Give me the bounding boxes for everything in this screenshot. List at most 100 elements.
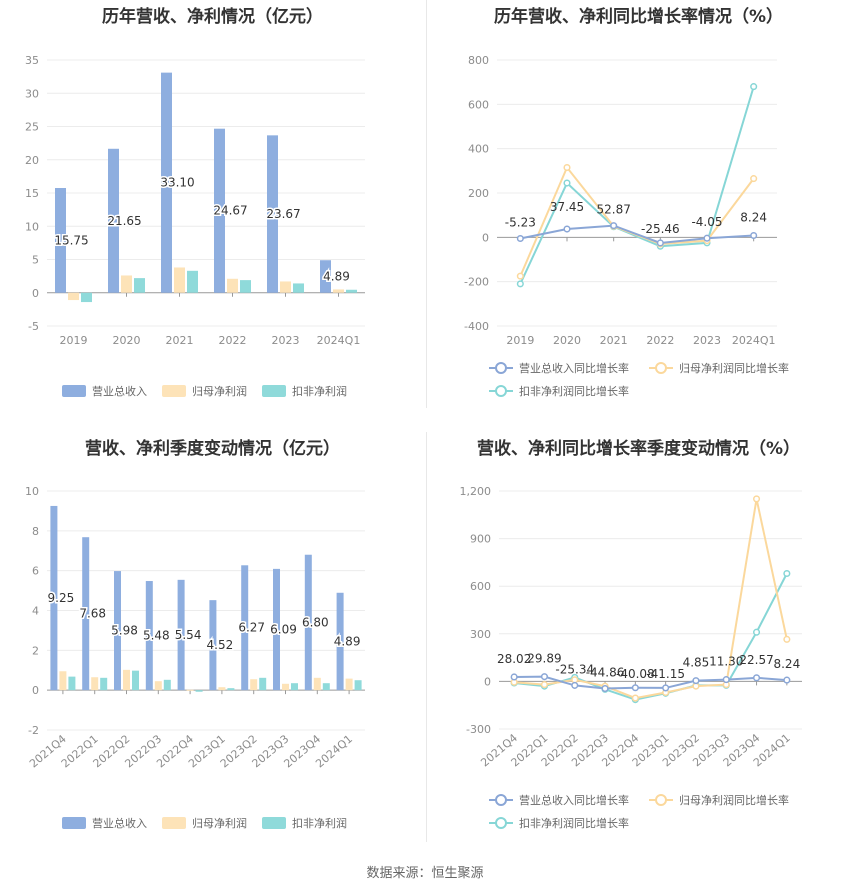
bar-revenue [145, 581, 153, 691]
legend-swatch [62, 385, 86, 397]
x-tick-label: 2020 [113, 334, 141, 347]
bar-revenue [108, 148, 119, 293]
x-tick-label: 2021 [600, 334, 628, 347]
legend-marker-swatch [495, 794, 507, 806]
data-point [516, 272, 524, 280]
data-label: 28.02 [497, 652, 531, 666]
bar-deducted-profit [134, 278, 145, 293]
y-tick-label: -5 [28, 320, 39, 333]
data-point [516, 234, 524, 243]
bar-deducted-profit [259, 677, 267, 691]
data-label: 21.65 [107, 214, 141, 228]
bar-net-profit [123, 669, 130, 691]
data-label: -25.46 [641, 222, 680, 236]
bar-revenue [55, 188, 66, 293]
data-label: -41.15 [646, 667, 685, 681]
data-point [610, 222, 618, 230]
data-point [722, 676, 730, 684]
bar-deducted-profit [354, 680, 362, 691]
data-label: 6.09 [270, 623, 297, 637]
quarter-line-panel: 营收、净利同比增长率季度变动情况（%） -300 0 300 600 900 1,200 2… [427, 432, 850, 852]
data-label: 8.24 [773, 657, 800, 671]
y-tick-label: 200 [468, 187, 489, 200]
legend-swatch [262, 385, 286, 397]
quarter-bar-panel: 营收、净利季度变动情况（亿元） -2 0 2 4 6 8 10 2021Q4 2022Q1 202… [0, 432, 425, 852]
data-point [750, 83, 758, 91]
data-label: 4.89 [323, 269, 350, 283]
data-label: -40.08 [616, 667, 655, 681]
data-point [753, 674, 761, 682]
x-tick-label: 2023 [272, 334, 300, 347]
y-tick-label: 20 [25, 154, 39, 167]
data-label: 29.89 [527, 652, 561, 666]
annual-bar-panel: 历年营收、净利情况（亿元） -5 0 5 10 15 20 25 30 35 2019 2020 20… [0, 0, 425, 410]
bar-net-profit [59, 671, 67, 691]
bar-deducted-profit [100, 677, 108, 691]
bar-net-profit [186, 689, 194, 691]
legend-label: 扣非净利润同比增长率 [519, 384, 629, 398]
legend-swatch [262, 817, 286, 829]
data-point [750, 231, 758, 240]
bar-deducted-profit [346, 289, 357, 293]
legend-marker-swatch [655, 794, 667, 806]
bar-revenue [214, 128, 225, 293]
legend-swatch [162, 817, 186, 829]
bar-deducted-profit [81, 292, 92, 303]
y-tick-label: 35 [25, 54, 39, 67]
legend-label: 归母净利润 [192, 384, 247, 398]
data-label: 11.30 [709, 655, 743, 669]
data-point [540, 681, 548, 689]
y-tick-label: -300 [466, 723, 491, 736]
bar-net-profit [282, 683, 289, 691]
bar-deducted-profit [227, 688, 235, 691]
y-tick-label: 25 [25, 121, 39, 134]
y-tick-label: 15 [25, 187, 39, 200]
legend-label: 扣非净利润 [292, 816, 347, 830]
data-label: -25.34 [555, 662, 594, 676]
bar-net-profit [154, 681, 162, 691]
x-tick-label: 2023 [693, 334, 721, 347]
annual-line-chart: -400 -200 0 200 400 600 800 2019 2020 2021 2022 202… [464, 54, 789, 398]
bar-net-profit [227, 278, 238, 293]
y-tick-label: 30 [25, 87, 39, 100]
bar-revenue [177, 579, 185, 691]
bar-revenue [161, 72, 172, 293]
bar-net-profit [333, 289, 344, 293]
y-tick-label: -200 [464, 276, 489, 289]
y-tick-label: 600 [470, 580, 491, 593]
y-tick-label: 800 [468, 54, 489, 67]
bar-net-profit [91, 677, 99, 691]
bar-net-profit [250, 679, 258, 691]
data-label: 9.25 [48, 591, 75, 605]
bar-revenue [82, 537, 90, 691]
bar-net-profit [280, 281, 291, 293]
data-label: 37.45 [550, 200, 584, 214]
data-label: 5.48 [143, 629, 170, 643]
data-label: 4.85 [683, 656, 710, 670]
bar-net-profit [313, 677, 321, 691]
bar-net-profit [68, 292, 79, 301]
quarter-bar-title: 营收、净利季度变动情况（亿元） [85, 439, 340, 459]
quarter-line-title: 营收、净利同比增长率季度变动情况（%） [476, 439, 801, 459]
series-line-revenue [520, 224, 754, 244]
vertical-divider-top [426, 0, 427, 408]
data-label: -44.86 [586, 666, 625, 680]
data-point [631, 684, 639, 692]
y-tick-label: 10 [25, 485, 39, 498]
y-tick-label: 400 [468, 143, 489, 156]
data-point [783, 635, 791, 643]
data-label: 5.54 [175, 628, 202, 642]
quarter-bar-chart: -202468102021Q42022Q12022Q22022Q32022Q42… [25, 485, 365, 830]
bar-revenue [50, 505, 58, 691]
data-point [783, 569, 791, 578]
bar-revenue [267, 135, 278, 293]
bar-deducted-profit [290, 683, 298, 691]
bar-revenue [336, 592, 344, 691]
bar-revenue [209, 600, 217, 691]
data-point [563, 163, 571, 172]
data-point [571, 676, 579, 684]
data-point [662, 684, 670, 692]
vertical-divider-bottom [426, 432, 427, 842]
legend-label: 营业总收入同比增长率 [519, 793, 629, 807]
legend-label: 归母净利润同比增长率 [679, 793, 789, 807]
